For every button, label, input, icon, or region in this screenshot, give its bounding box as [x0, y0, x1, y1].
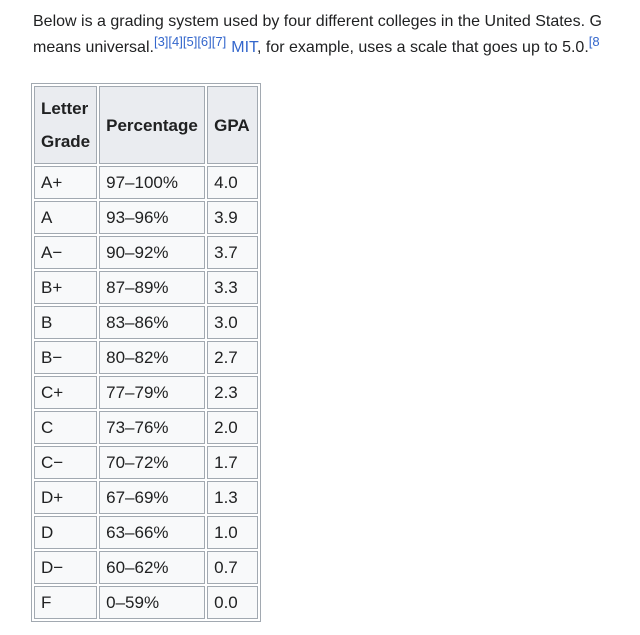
percentage-cell: 97–100%	[99, 166, 206, 199]
citation-ref-links[interactable]: [3][4][5][6][7]	[153, 35, 227, 49]
percentage-cell: 80–82%	[99, 341, 206, 374]
percentage-cell: 87–89%	[99, 271, 206, 304]
percentage-cell: 63–66%	[99, 516, 206, 549]
table-row: D− 60–62% 0.7	[34, 551, 259, 584]
table-row: D 63–66% 1.0	[34, 516, 259, 549]
mit-link[interactable]: MIT	[231, 39, 258, 56]
grade-cell: A−	[34, 236, 98, 269]
grade-cell: C	[34, 411, 98, 444]
grade-cell: B	[34, 306, 98, 339]
grading-table-header: Letter Grade Percentage GPA	[34, 86, 259, 164]
intro-paragraph: Below is a grading system used by four d…	[33, 9, 640, 61]
gpa-cell: 3.9	[207, 201, 259, 234]
paragraph-line-1: Below is a grading system used by four d…	[33, 9, 640, 35]
gpa-cell: 2.0	[207, 411, 259, 444]
article-content: Below is a grading system used by four d…	[31, 9, 640, 622]
paragraph-line-2-text: means universal.	[33, 39, 154, 56]
percentage-cell: 73–76%	[99, 411, 206, 444]
paragraph-line-1-text: Below is a grading system used by four d…	[33, 13, 602, 30]
grade-cell: D−	[34, 551, 98, 584]
table-row: C− 70–72% 1.7	[34, 446, 259, 479]
gpa-cell: 1.0	[207, 516, 259, 549]
gpa-cell: 2.7	[207, 341, 259, 374]
header-letter-grade: Letter Grade	[34, 86, 98, 164]
grade-cell: B+	[34, 271, 98, 304]
grade-cell: A+	[34, 166, 98, 199]
table-row: B− 80–82% 2.7	[34, 341, 259, 374]
table-row: A+ 97–100% 4.0	[34, 166, 259, 199]
table-row: C 73–76% 2.0	[34, 411, 259, 444]
percentage-cell: 67–69%	[99, 481, 206, 514]
gpa-cell: 1.3	[207, 481, 259, 514]
gpa-cell: 3.0	[207, 306, 259, 339]
trailing-citation-ref: [8	[589, 35, 600, 49]
gpa-cell: 0.7	[207, 551, 259, 584]
table-row: A 93–96% 3.9	[34, 201, 259, 234]
percentage-cell: 93–96%	[99, 201, 206, 234]
gpa-cell: 1.7	[207, 446, 259, 479]
trailing-citation-ref-link[interactable]: [8	[588, 35, 600, 49]
table-row: D+ 67–69% 1.3	[34, 481, 259, 514]
grading-table-body: A+ 97–100% 4.0 A 93–96% 3.9 A− 90–92% 3.…	[34, 166, 259, 619]
percentage-cell: 60–62%	[99, 551, 206, 584]
paragraph-line-2-end-text: , for example, uses a scale that goes up…	[257, 39, 589, 56]
paragraph-line-2: means universal.[3][4][5][6][7] MIT, for …	[33, 35, 640, 61]
grade-cell: C+	[34, 376, 98, 409]
gpa-cell: 0.0	[207, 586, 259, 619]
header-row: Letter Grade Percentage GPA	[34, 86, 259, 164]
percentage-cell: 77–79%	[99, 376, 206, 409]
percentage-cell: 83–86%	[99, 306, 206, 339]
gpa-cell: 2.3	[207, 376, 259, 409]
grade-cell: A	[34, 201, 98, 234]
table-row: B+ 87–89% 3.3	[34, 271, 259, 304]
table-row: F 0–59% 0.0	[34, 586, 259, 619]
gpa-cell: 3.3	[207, 271, 259, 304]
table-row: B 83–86% 3.0	[34, 306, 259, 339]
percentage-cell: 70–72%	[99, 446, 206, 479]
percentage-cell: 0–59%	[99, 586, 206, 619]
grade-cell: F	[34, 586, 98, 619]
grade-cell: C−	[34, 446, 98, 479]
table-row: C+ 77–79% 2.3	[34, 376, 259, 409]
grading-table: Letter Grade Percentage GPA A+ 97–100% 4…	[31, 83, 262, 622]
header-percentage: Percentage	[99, 86, 206, 164]
table-row: A− 90–92% 3.7	[34, 236, 259, 269]
gpa-cell: 3.7	[207, 236, 259, 269]
gpa-cell: 4.0	[207, 166, 259, 199]
header-gpa: GPA	[207, 86, 259, 164]
percentage-cell: 90–92%	[99, 236, 206, 269]
grade-cell: D	[34, 516, 98, 549]
grade-cell: D+	[34, 481, 98, 514]
citation-refs: [3][4][5][6][7]	[154, 35, 226, 49]
grade-cell: B−	[34, 341, 98, 374]
